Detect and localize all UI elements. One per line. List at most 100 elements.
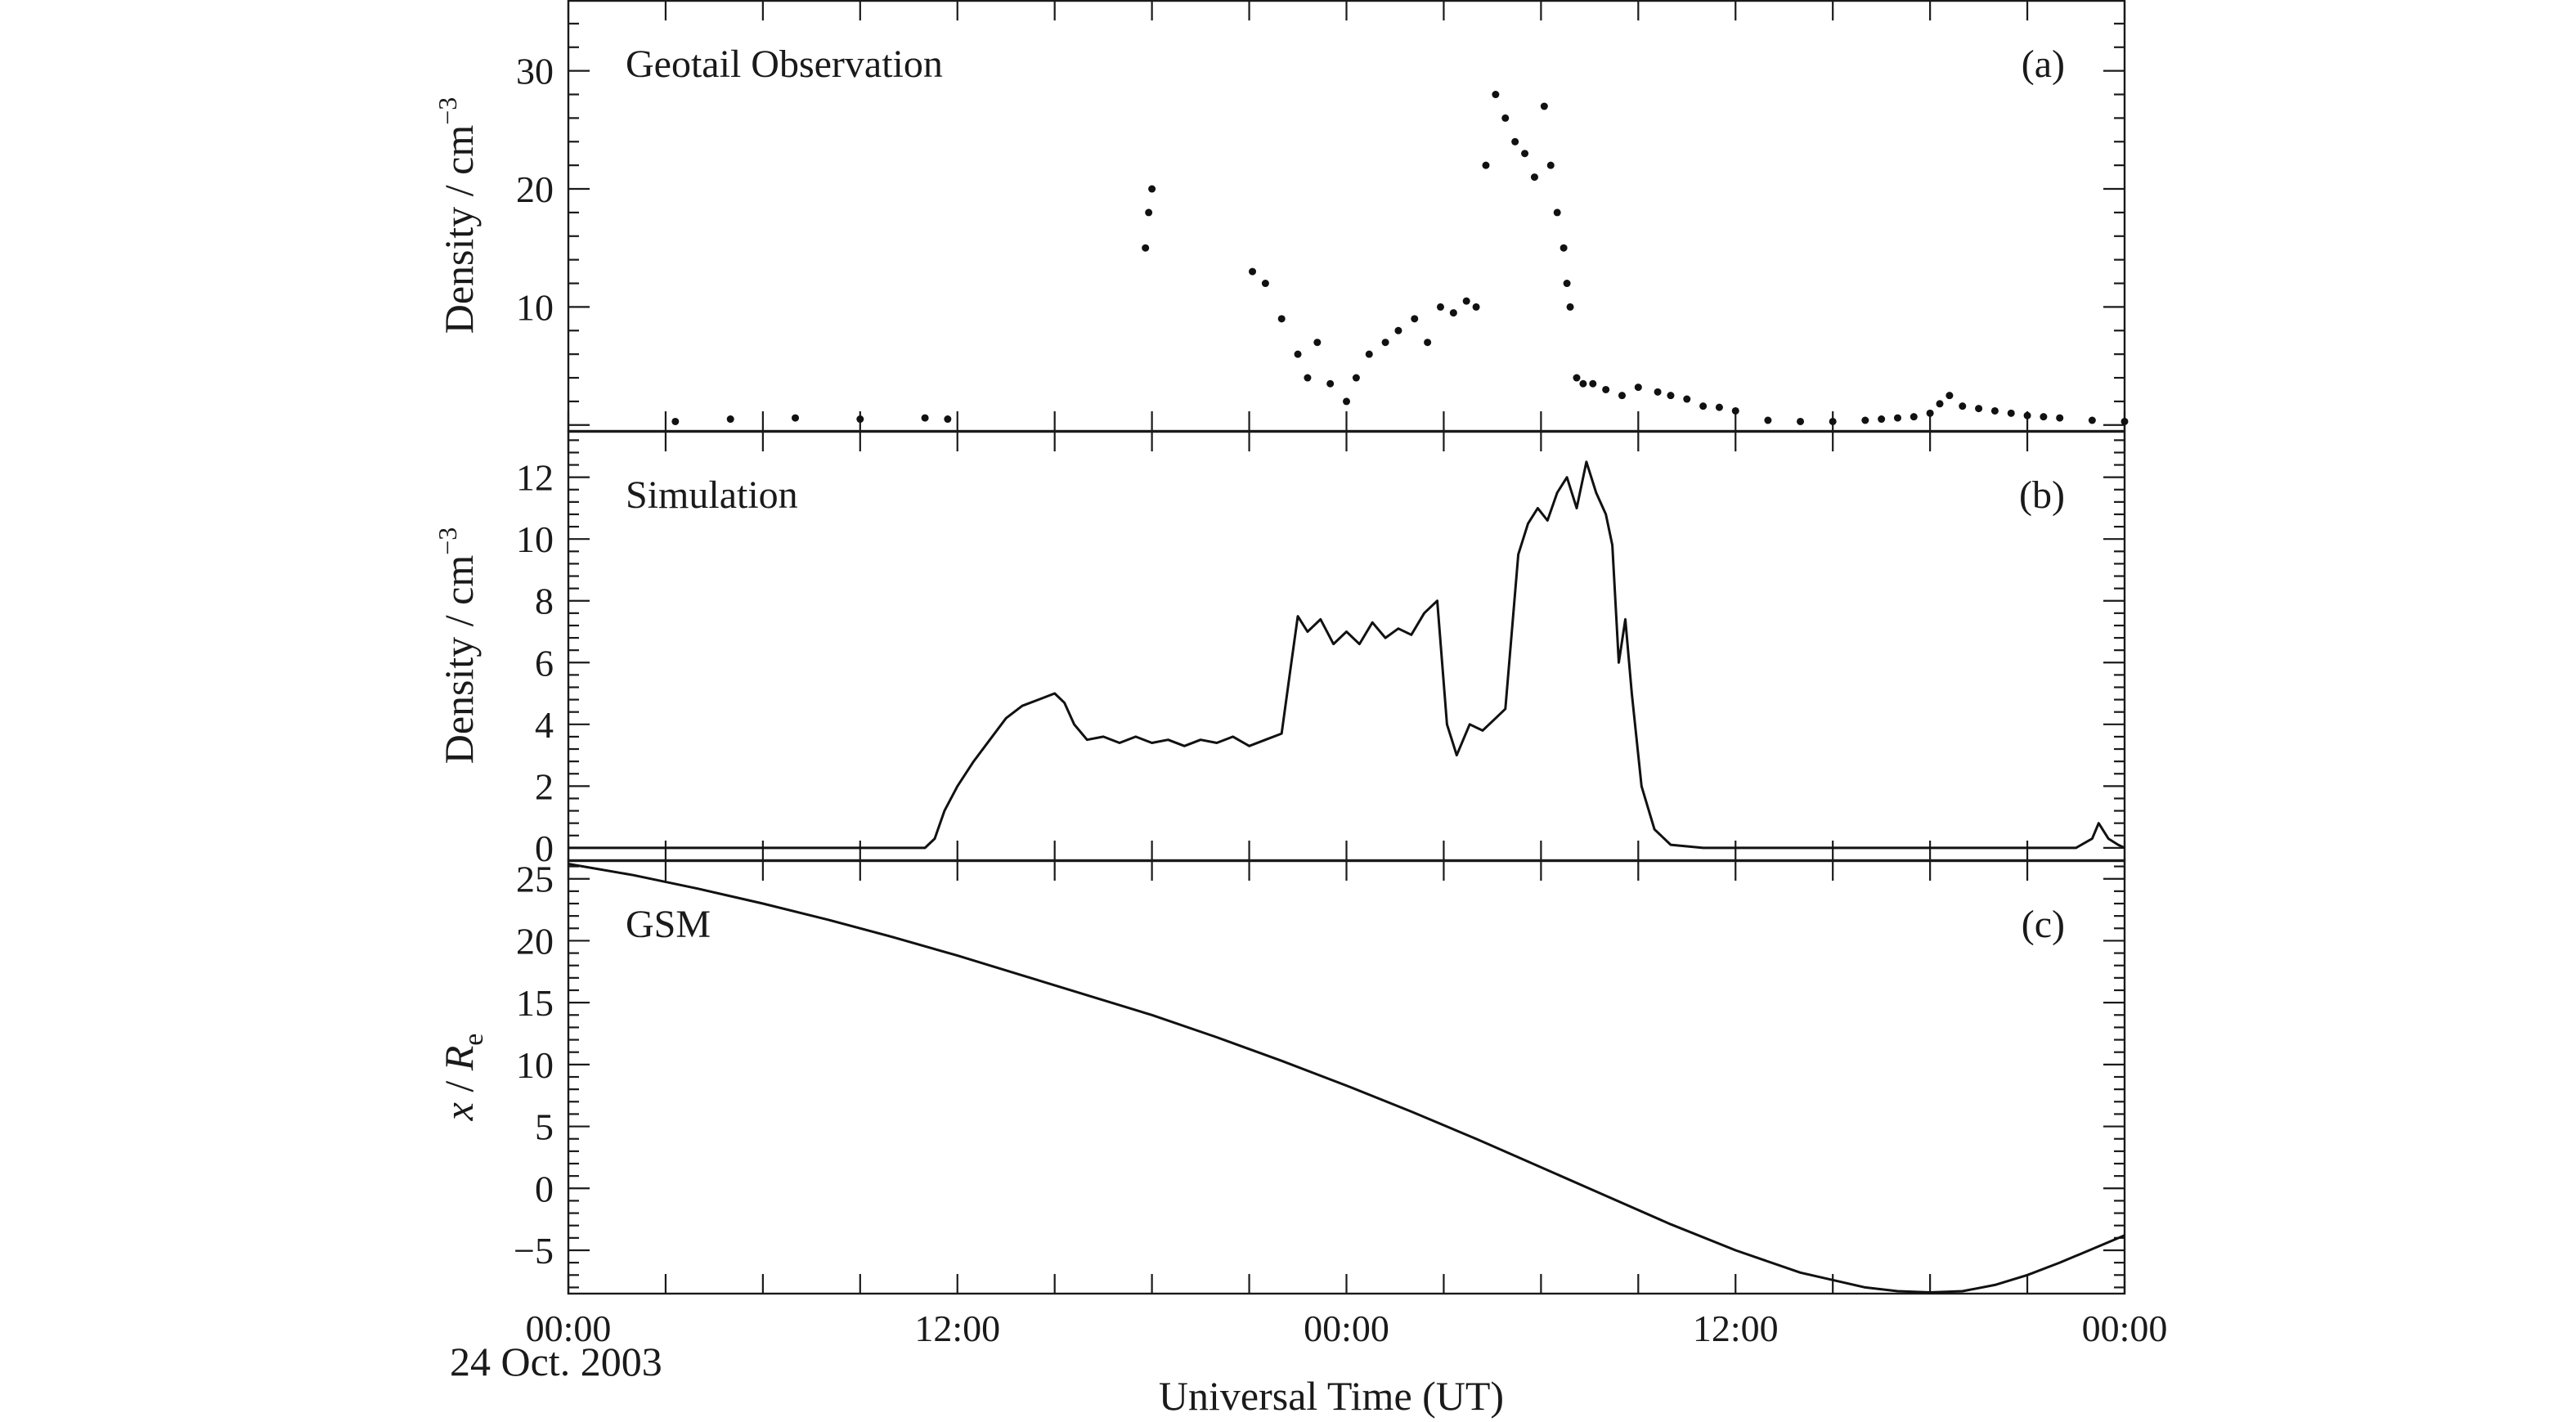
y-axis-label-sup: −3 xyxy=(433,97,462,125)
data-point xyxy=(1654,388,1662,396)
series-line xyxy=(568,460,2125,850)
data-point xyxy=(1492,91,1500,99)
data-point xyxy=(1365,350,1373,358)
y-axis-label: Density / cm−3 xyxy=(433,97,482,334)
data-point xyxy=(1142,244,1150,252)
data-point xyxy=(1936,400,1944,408)
data-point xyxy=(1975,405,1983,413)
y-tick-label: 8 xyxy=(535,581,554,622)
x-tick-labels: 00:00 12:00 00:00 12:00 00:00 xyxy=(526,1308,2168,1349)
y-tick-label: 4 xyxy=(535,704,554,746)
y-tick-label: 30 xyxy=(516,51,554,92)
data-point xyxy=(1462,297,1470,305)
y-tick-label: 5 xyxy=(535,1106,554,1148)
plot-frame xyxy=(567,430,2126,862)
x-tick-label: 00:00 xyxy=(526,1308,612,1349)
data-point xyxy=(1352,374,1360,382)
x-axis-label: Universal Time (UT) xyxy=(1159,1373,1504,1419)
data-point xyxy=(1482,161,1490,169)
data-point xyxy=(1343,397,1350,406)
data-point xyxy=(2040,413,2048,421)
y-tick-label: 10 xyxy=(516,286,554,328)
data-point xyxy=(1381,339,1389,347)
x-tick-label: 00:00 xyxy=(2082,1308,2168,1349)
data-point xyxy=(2007,409,2015,417)
data-point xyxy=(1249,267,1257,276)
data-point xyxy=(1910,413,1918,421)
panel-1: 10 20 30 Density / cm−3 Geotail Observation (… xyxy=(433,0,2129,433)
y-axis-label: x / Re xyxy=(436,1034,489,1122)
data-point xyxy=(1893,414,1901,422)
y-axis-label: Density / cm−3 xyxy=(433,527,482,765)
panel-tag: (c) xyxy=(2022,903,2065,946)
data-point xyxy=(1990,406,1999,415)
y-tick-label: 12 xyxy=(516,457,554,499)
data-point xyxy=(856,415,864,424)
data-point xyxy=(1304,374,1312,382)
panel-title: Geotail Observation xyxy=(626,43,943,86)
data-point xyxy=(1566,303,1574,311)
x-tick-label: 12:00 xyxy=(914,1308,1000,1349)
data-point xyxy=(792,414,800,422)
y-axis-label-sub: e xyxy=(459,1034,489,1046)
y-tick-label: 15 xyxy=(516,982,554,1024)
data-point xyxy=(1521,150,1529,158)
y-axis-label-unit: R xyxy=(436,1046,482,1072)
panel-tag: (b) xyxy=(2019,473,2065,517)
y-tick-label: 20 xyxy=(516,168,554,210)
panel-3: −5 0 5 10 15 20 25 x / Re GSM (c) xyxy=(436,859,2126,1295)
x-axis: 00:00 12:00 00:00 12:00 00:00 24 Oct. 2003 U… xyxy=(450,1308,2167,1419)
y-tick-label: 2 xyxy=(535,765,554,807)
y-tick-label: 10 xyxy=(516,1044,554,1086)
x-tick-label: 00:00 xyxy=(1304,1308,1389,1349)
y-axis-label-text: Density / cm xyxy=(436,555,482,765)
series-line xyxy=(568,863,2125,1294)
data-point xyxy=(921,414,929,422)
y-tick-label: 6 xyxy=(535,642,554,684)
y-tick-label: 0 xyxy=(535,828,554,869)
y-tick-label: 0 xyxy=(535,1168,554,1209)
y-tick-label: 10 xyxy=(516,518,554,560)
data-point xyxy=(1563,280,1571,288)
data-point xyxy=(1683,395,1691,403)
data-point xyxy=(1511,137,1519,146)
data-point xyxy=(726,415,734,424)
data-point xyxy=(1540,102,1548,110)
data-point xyxy=(944,415,952,424)
x-tick-label: 12:00 xyxy=(1693,1308,1779,1349)
data-point xyxy=(2120,417,2129,425)
data-point xyxy=(671,417,680,425)
data-point xyxy=(1394,326,1402,334)
data-point xyxy=(1634,384,1642,392)
data-point xyxy=(1573,374,1581,382)
data-point xyxy=(1530,173,1538,182)
data-point xyxy=(1618,392,1626,400)
data-point xyxy=(1945,392,1954,400)
data-point xyxy=(1602,385,1610,393)
data-point xyxy=(1715,403,1723,411)
panel-tag: (a) xyxy=(2022,43,2065,86)
data-point xyxy=(1145,209,1153,217)
y-axis-label-text: Density / cm xyxy=(436,125,482,334)
data-point xyxy=(1579,379,1587,388)
data-point xyxy=(1959,402,1967,410)
data-point xyxy=(1560,244,1568,252)
data-point xyxy=(1699,402,1708,410)
date-label: 24 Oct. 2003 xyxy=(450,1339,662,1384)
y-tick-label: 20 xyxy=(516,920,554,962)
y-tick-label: 25 xyxy=(516,859,554,900)
data-point xyxy=(1277,315,1286,323)
data-point xyxy=(1424,339,1432,347)
data-point xyxy=(1501,114,1510,122)
data-point xyxy=(1261,280,1269,288)
data-point xyxy=(1148,185,1156,193)
data-point xyxy=(2088,416,2096,424)
plot-frame xyxy=(567,859,2126,1295)
data-point xyxy=(1313,339,1322,347)
y-axis-label-sep: / xyxy=(436,1070,482,1102)
data-point xyxy=(2056,414,2064,422)
y-tick-label: −5 xyxy=(514,1230,554,1272)
panel-title: Simulation xyxy=(626,473,798,517)
